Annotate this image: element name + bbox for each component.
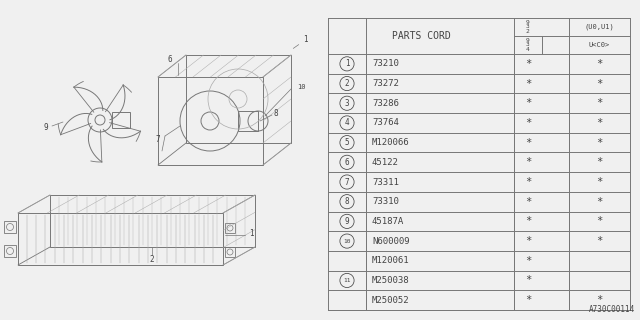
Text: *: * [525,78,531,89]
Text: *: * [596,197,603,207]
Bar [225,247,235,257]
Text: 10: 10 [297,84,305,90]
Text: 73310: 73310 [372,197,399,206]
Text: M250038: M250038 [372,276,410,285]
Text: *: * [596,98,603,108]
Text: *: * [525,295,531,305]
Text: *: * [525,98,531,108]
Text: *: * [596,295,603,305]
Text: 45122: 45122 [372,158,399,167]
Text: *: * [525,236,531,246]
Text: 2: 2 [345,79,349,88]
Text: *: * [525,138,531,148]
Text: M250052: M250052 [372,296,410,305]
Text: 9
3
2: 9 3 2 [526,20,530,34]
Text: *: * [525,276,531,285]
Text: U<C0>: U<C0> [589,42,610,48]
Text: 1: 1 [249,229,253,238]
Text: *: * [525,197,531,207]
Text: 8: 8 [345,197,349,206]
Text: *: * [525,216,531,226]
Text: N600009: N600009 [372,236,410,245]
Text: 73764: 73764 [372,118,399,127]
Text: 8: 8 [274,108,278,117]
Bar [4,245,16,257]
Text: 11: 11 [343,278,351,283]
Text: *: * [596,157,603,167]
Text: *: * [596,118,603,128]
Bar [238,111,258,131]
Text: *: * [525,118,531,128]
Text: *: * [596,216,603,226]
Text: 9
3
4: 9 3 4 [526,38,530,52]
Text: 9: 9 [44,124,48,132]
Text: 6: 6 [345,158,349,167]
Text: *: * [596,138,603,148]
Text: M120066: M120066 [372,138,410,147]
Bar [4,221,16,233]
Text: 73210: 73210 [372,59,399,68]
Text: A730C00114: A730C00114 [589,305,635,314]
Text: *: * [596,177,603,187]
Text: 3: 3 [345,99,349,108]
Text: 7: 7 [156,134,160,143]
Text: PARTS CORD: PARTS CORD [392,31,451,41]
Text: 6: 6 [168,54,172,63]
Text: 1: 1 [303,36,307,44]
Text: *: * [525,59,531,69]
Text: 9: 9 [345,217,349,226]
Text: 45187A: 45187A [372,217,404,226]
Text: *: * [596,236,603,246]
Text: 73311: 73311 [372,178,399,187]
Text: *: * [525,177,531,187]
Text: 7: 7 [345,178,349,187]
Text: (U0,U1): (U0,U1) [584,24,614,30]
Text: 5: 5 [345,138,349,147]
Text: 73286: 73286 [372,99,399,108]
Text: M120061: M120061 [372,256,410,265]
Text: *: * [525,157,531,167]
Text: *: * [525,256,531,266]
Text: *: * [596,59,603,69]
Bar [225,223,235,233]
Text: 4: 4 [345,118,349,127]
Text: 2: 2 [150,254,154,263]
Text: 10: 10 [343,239,351,244]
Bar [112,112,130,128]
Text: 1: 1 [345,59,349,68]
Text: *: * [596,78,603,89]
Text: 73272: 73272 [372,79,399,88]
